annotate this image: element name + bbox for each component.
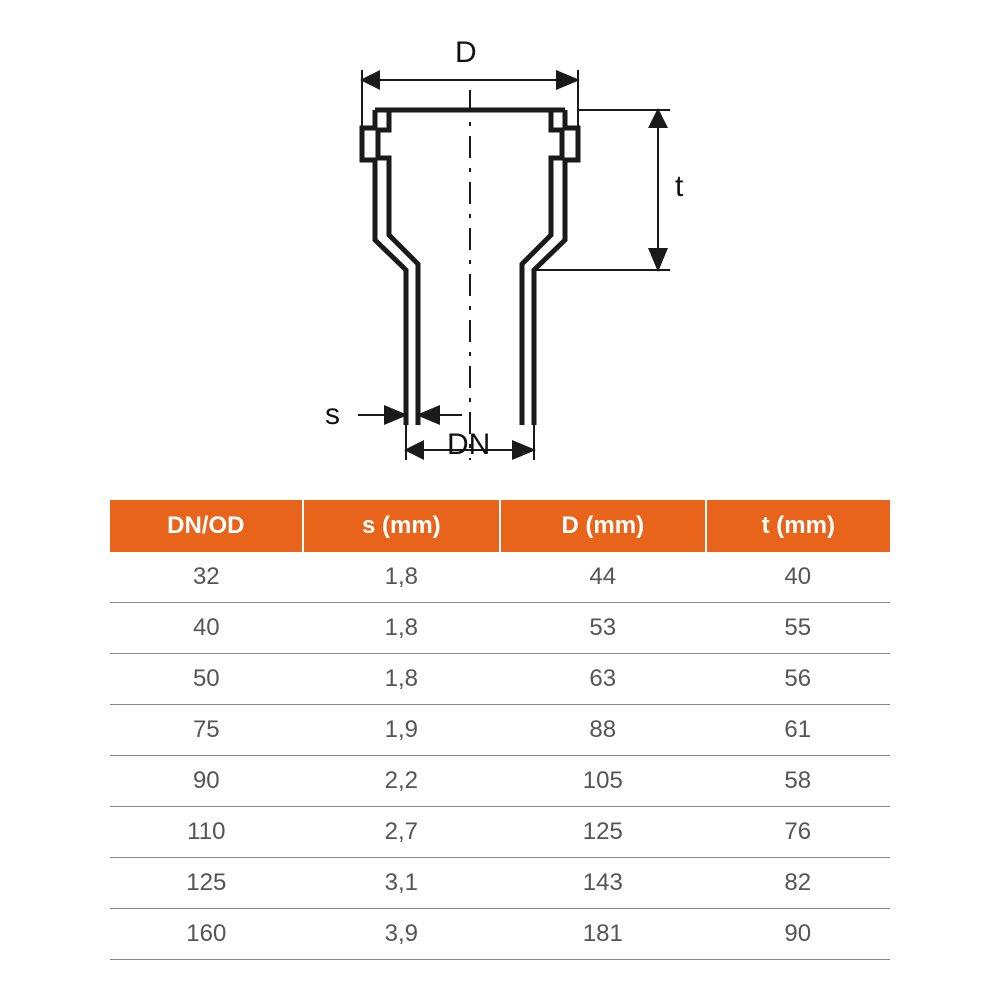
- table-cell: 63: [500, 654, 706, 705]
- dimensions-table-wrapper: DN/OD s (mm) D (mm) t (mm) 321,84440401,…: [110, 500, 890, 960]
- pipe-fitting-svg: [100, 30, 900, 470]
- table-cell: 40: [110, 603, 303, 654]
- col-header: DN/OD: [110, 500, 303, 552]
- table-cell: 1,9: [303, 705, 500, 756]
- table-cell: 76: [706, 807, 890, 858]
- table-row: 902,210558: [110, 756, 890, 807]
- table-cell: 50: [110, 654, 303, 705]
- label-DN: DN: [447, 428, 490, 462]
- table-cell: 90: [706, 909, 890, 960]
- table-cell: 82: [706, 858, 890, 909]
- table-cell: 1,8: [303, 603, 500, 654]
- table-cell: 90: [110, 756, 303, 807]
- table-cell: 3,9: [303, 909, 500, 960]
- table-row: 751,98861: [110, 705, 890, 756]
- table-cell: 1,8: [303, 552, 500, 603]
- table-cell: 55: [706, 603, 890, 654]
- col-header: D (mm): [500, 500, 706, 552]
- table-cell: 3,1: [303, 858, 500, 909]
- col-header: t (mm): [706, 500, 890, 552]
- label-s: s: [325, 398, 340, 432]
- table-cell: 44: [500, 552, 706, 603]
- table-cell: 40: [706, 552, 890, 603]
- table-cell: 110: [110, 807, 303, 858]
- technical-diagram: D t s DN: [100, 30, 900, 470]
- table-cell: 61: [706, 705, 890, 756]
- table-cell: 125: [500, 807, 706, 858]
- table-cell: 88: [500, 705, 706, 756]
- label-t: t: [675, 170, 683, 204]
- table-cell: 53: [500, 603, 706, 654]
- table-cell: 1,8: [303, 654, 500, 705]
- table-row: 501,86356: [110, 654, 890, 705]
- table-cell: 125: [110, 858, 303, 909]
- table-cell: 58: [706, 756, 890, 807]
- dimensions-table: DN/OD s (mm) D (mm) t (mm) 321,84440401,…: [110, 500, 890, 960]
- table-row: 1102,712576: [110, 807, 890, 858]
- col-header: s (mm): [303, 500, 500, 552]
- table-row: 1603,918190: [110, 909, 890, 960]
- table-header-row: DN/OD s (mm) D (mm) t (mm): [110, 500, 890, 552]
- label-D: D: [455, 36, 477, 70]
- table-row: 401,85355: [110, 603, 890, 654]
- table-cell: 2,7: [303, 807, 500, 858]
- table-cell: 105: [500, 756, 706, 807]
- table-row: 1253,114382: [110, 858, 890, 909]
- table-cell: 32: [110, 552, 303, 603]
- table-cell: 181: [500, 909, 706, 960]
- table-body: 321,84440401,85355501,86356751,98861902,…: [110, 552, 890, 960]
- table-cell: 160: [110, 909, 303, 960]
- table-cell: 143: [500, 858, 706, 909]
- table-cell: 56: [706, 654, 890, 705]
- table-cell: 75: [110, 705, 303, 756]
- table-row: 321,84440: [110, 552, 890, 603]
- table-cell: 2,2: [303, 756, 500, 807]
